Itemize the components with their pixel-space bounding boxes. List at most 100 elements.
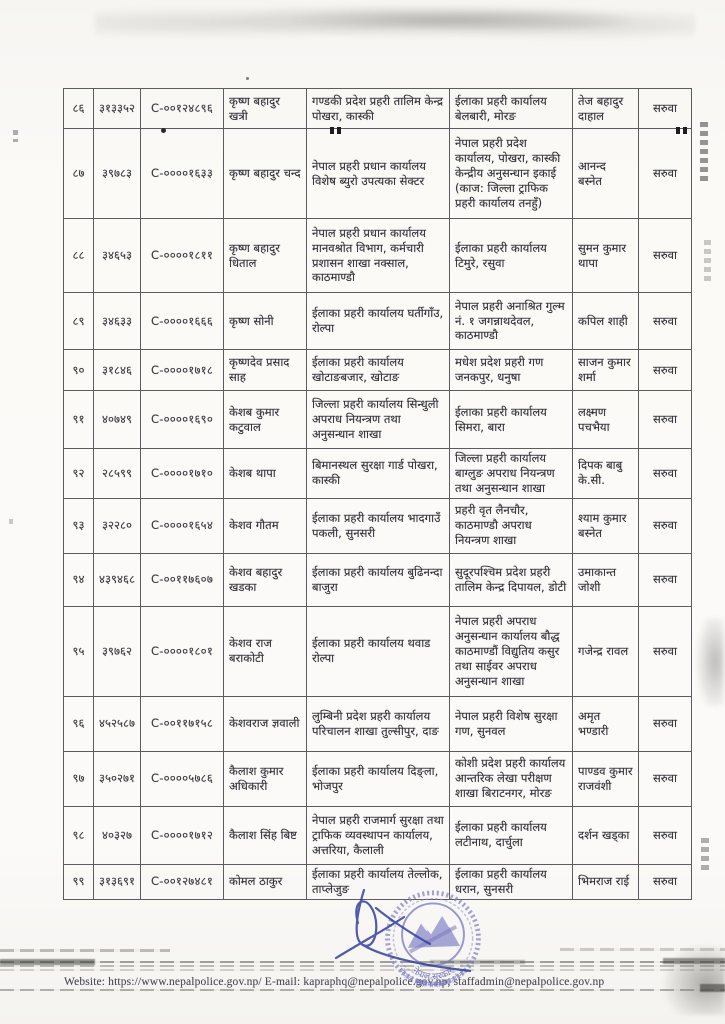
cell-current-office: ईलाका प्रहरी कार्यालय दिङ्ला, भोजपुर (306, 750, 450, 807)
table-row: ९२ २८५९९ C-००००१७१० केशब थापा बिमानस्थल … (63, 448, 692, 499)
cell-current-office: ईलाका प्रहरी कार्यालय तेल्लोक, ताप्लेजुङ (306, 863, 450, 900)
table-row: ९४ ४३९४६८ C-००११७६०७ केशव बहादुर खडका ईल… (63, 552, 692, 607)
cell-citizen-code: C-००१२४८९६ (140, 88, 224, 129)
cell-current-office: लुम्बिनी प्रदेश प्रहरी कार्यालय परिचालन … (306, 695, 450, 752)
cell-citizen-code: C-००००१७१२ (140, 805, 224, 865)
cell-recommender-name: साजन कुमार शर्मा (572, 349, 639, 391)
cell-transfer-status: सरुवा (638, 448, 692, 499)
cell-citizen-code: C-००००१८०१ (140, 605, 224, 697)
cell-citizen-code: C-००१२७४८१ (140, 863, 224, 900)
cell-registration-no: ४५२५८७ (93, 695, 141, 752)
scan-line (0, 989, 725, 991)
cell-recommender-name: श्याम कुमार बस्नेत (572, 497, 639, 554)
cell-person-name: कैलाश सिंह बिष्ट (223, 805, 307, 865)
table-row: ९६ ४५२५८७ C-००११७१५८ केशवराज ज्ञवाली लुम… (63, 695, 692, 752)
scan-edge-smudge (694, 618, 724, 706)
cell-recommender-name: दिपक बाबु के.सी. (572, 448, 639, 499)
cell-current-office: ईलाका प्रहरी कार्यालय भादगाउँ पकली, सुनस… (306, 497, 450, 554)
cell-registration-no: २८५९९ (93, 448, 141, 499)
cell-serial-number: ९७ (63, 750, 94, 807)
cell-new-office: ईलाका प्रहरी कार्यालय बेलबारी, मोरङ (449, 88, 573, 129)
cell-registration-no: ३१३६९१ (93, 863, 141, 900)
signature-icon (334, 888, 472, 973)
cell-transfer-status: सरुवा (638, 552, 692, 607)
table-row: ९७ ३५०२७१ C-००००५७८६ कैलाश कुमार अधिकारी… (63, 750, 692, 807)
table-row: ९९ ३१३६९१ C-००१२७४८१ कोमल ठाकुर ईलाका प्… (63, 863, 692, 900)
svg-text:नेपाल सरकार: नेपाल सरकार (410, 965, 455, 983)
cell-registration-no: ३४६३३ (93, 292, 141, 350)
cell-serial-number: ९३ (63, 497, 94, 554)
cell-current-office: नेपाल प्रहरी राजमार्ग सुरक्षा तथा ट्राफि… (306, 805, 450, 865)
cell-transfer-status: सरुवा (638, 88, 692, 129)
cell-person-name: केशवराज ज्ञवाली (223, 695, 307, 752)
table-row: ८७ ३९७८३ C-००००१६३३ कृष्ण बहादुर चन्द ने… (63, 128, 692, 219)
cell-citizen-code: C-००११७१५८ (140, 695, 224, 752)
cell-person-name: कृष्ण बहादुर चन्द (223, 128, 307, 219)
cell-new-office: ईलाका प्रहरी कार्यालय लटीनाथ, दार्चुला (449, 805, 573, 865)
cell-serial-number: ९९ (63, 863, 94, 900)
cell-citizen-code: C-००००१६५४ (140, 497, 224, 554)
cell-person-name: कृष्णदेव प्रसाद साह (223, 349, 307, 391)
cell-person-name: कृष्ण बहादुर खत्री (223, 88, 307, 129)
cell-current-office: ईलाका प्रहरी कार्यालय खोटाङबजार, खोटाङ (306, 349, 450, 391)
cell-new-office: सुदूरपश्चिम प्रदेश प्रहरी तालिम केन्द्र … (449, 552, 573, 607)
cell-new-office: नेपाल प्रहरी विशेष सुरक्षा गण, सुनवल (449, 695, 573, 752)
cell-citizen-code: C-००००१६६६ (140, 292, 224, 350)
cell-current-office: जिल्ला प्रहरी कार्यालय सिन्धुली अपराध नि… (306, 390, 450, 449)
cell-new-office: ईलाका प्रहरी कार्यालय धरान, सुनसरी (449, 863, 573, 900)
cell-transfer-status: सरुवा (638, 390, 692, 449)
cell-new-office: कोशी प्रदेश प्रहरी कार्यालय आन्तरिक लेखा… (449, 750, 573, 807)
cell-current-office: गण्डकी प्रदेश प्रहरी तालिम केन्द्र पोखरा… (306, 88, 450, 129)
cell-person-name: कृष्ण बहादुर धिताल (223, 218, 307, 293)
cell-transfer-status: सरुवा (638, 128, 692, 219)
cell-recommender-name: भिमराज राई (572, 863, 639, 900)
cell-serial-number: ९८ (63, 805, 94, 865)
cell-citizen-code: C-००००१६३३ (140, 128, 224, 219)
cell-recommender-name: गजेन्द्र रावल (572, 605, 639, 697)
cell-registration-no: ४०३२७ (93, 805, 141, 865)
cell-citizen-code: C-००००१८११ (140, 218, 224, 293)
cell-serial-number: ८६ (63, 88, 94, 129)
scan-edge-streak (700, 122, 708, 184)
cell-serial-number: ८८ (63, 218, 94, 293)
cell-new-office: मधेश प्रदेश प्रहरी गण जनकपुर, धनुषा (449, 349, 573, 391)
cell-person-name: कृष्ण सोनी (223, 292, 307, 350)
cell-recommender-name: लक्ष्मण पचभैया (572, 390, 639, 449)
cell-recommender-name: तेज बहादुर दाहाल (572, 88, 639, 129)
table-row: ९८ ४०३२७ C-००००१७१२ कैलाश सिंह बिष्ट नेप… (63, 805, 692, 865)
cell-registration-no: ३९७८३ (93, 128, 141, 219)
transfer-table-body: ८६ ३१३३५२ C-००१२४८९६ कृष्ण बहादुर खत्री … (63, 88, 692, 900)
cell-recommender-name: अमृत भण्डारी (572, 695, 639, 752)
table-row: ८६ ३१३३५२ C-००१२४८९६ कृष्ण बहादुर खत्री … (63, 88, 692, 129)
cell-registration-no: ३२२८० (93, 497, 141, 554)
cell-person-name: कोमल ठाकुर (223, 863, 307, 900)
scan-edge-streak (13, 130, 18, 142)
cell-new-office: नेपाल प्रहरी अनाश्रित गुल्म नं. १ जगन्ना… (449, 292, 573, 350)
cell-serial-number: ८९ (63, 292, 94, 350)
scan-line-dark (0, 959, 95, 965)
cell-transfer-status: सरुवा (638, 805, 692, 865)
cell-current-office: ईलाका प्रहरी कार्यालय घर्तीगाँउ, रोल्पा (306, 292, 450, 350)
cell-registration-no: ३९७६२ (93, 605, 141, 697)
cell-new-office: प्रहरी वृत लैनचौर, काठमाण्डौ अपराध नियन्… (449, 497, 573, 554)
cell-citizen-code: C-००००१६९० (140, 390, 224, 449)
svg-text:गृह मन्त्रालय: गृह मन्त्रालय (415, 977, 450, 989)
cell-serial-number: ९५ (63, 605, 94, 697)
cell-current-office: बिमानस्थल सुरक्षा गार्ड पोखरा, कास्की (306, 448, 450, 499)
cell-current-office: नेपाल प्रहरी प्रधान कार्यालय मानवश्रोत व… (306, 218, 450, 293)
cell-new-office: ईलाका प्रहरी कार्यालय सिमरा, बारा (449, 390, 573, 449)
cell-current-office: ईलाका प्रहरी कार्यालय थवाड रोल्पा (306, 605, 450, 697)
table-row: ९० ३१८४६ C-००००१७१८ कृष्णदेव प्रसाद साह … (63, 349, 692, 391)
cell-registration-no: ४३९४६८ (93, 552, 141, 607)
scan-smudge-top (95, 6, 695, 40)
cell-new-office: ईलाका प्रहरी कार्यालय टिमुरे, रसुवा (449, 218, 573, 293)
cell-citizen-code: C-००००५७८६ (140, 750, 224, 807)
table-row: ८९ ३४६३३ C-००००१६६६ कृष्ण सोनी ईलाका प्र… (63, 292, 692, 350)
cell-transfer-status: सरुवा (638, 695, 692, 752)
scan-line (560, 948, 725, 951)
cell-new-office: जिल्ला प्रहरी कार्यालय बाग्लुङ अपराध निय… (449, 448, 573, 499)
cell-registration-no: ३४६५३ (93, 218, 141, 293)
scan-smudge-top-dark (290, 11, 630, 29)
cell-serial-number: ९२ (63, 448, 94, 499)
